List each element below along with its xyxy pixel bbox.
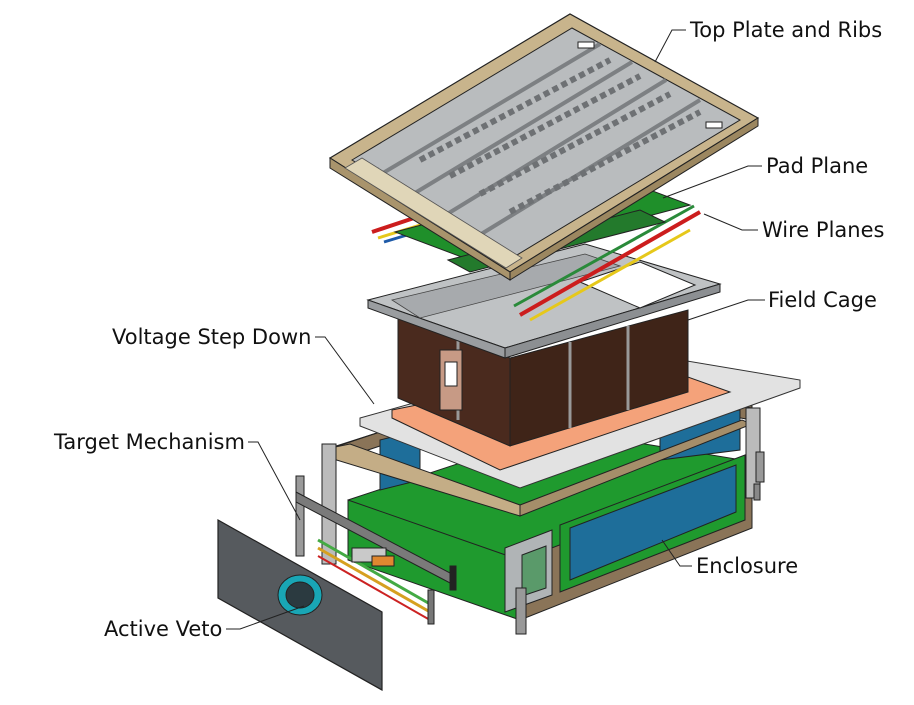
enclosure [321,371,765,635]
label-wire-planes: Wire Planes [762,218,885,242]
label-top-plate-and-ribs: Top Plate and Ribs [690,18,883,42]
leader-lines [226,29,765,630]
leader-active-veto [226,605,305,630]
field-cage [366,243,722,447]
leader-target-mechanism [248,441,301,521]
leader-field-cage [687,299,765,321]
active-veto [217,518,383,692]
label-active-veto: Active Veto [104,617,223,641]
label-field-cage: Field Cage [768,288,877,312]
leader-enclosure [661,539,692,567]
label-pad-plane: Pad Plane [766,154,869,178]
top-plate-and-ribs [328,13,760,281]
label-target-mechanism: Target Mechanism [54,430,245,454]
leader-top-plate [654,29,686,63]
leader-pad-plane [662,165,762,199]
label-enclosure: Enclosure [696,554,799,578]
target-mechanism [295,475,457,625]
label-voltage-step-down: Voltage Step Down [112,325,312,349]
leader-wire-planes [703,213,758,231]
leader-voltage-step-down [315,336,375,405]
